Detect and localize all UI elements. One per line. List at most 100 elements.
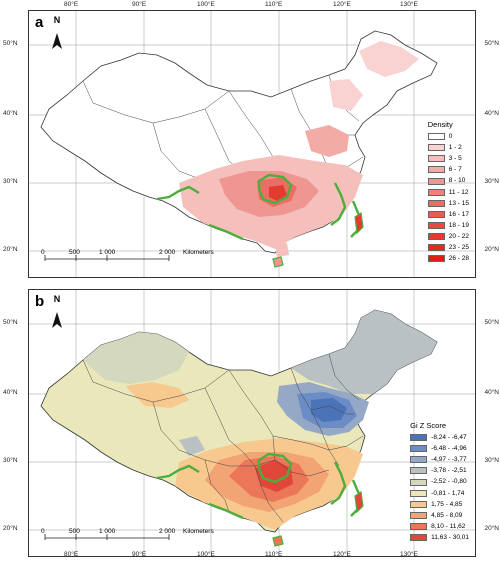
legend-label: 3 - 5 xyxy=(448,155,462,163)
scalebar: 0 500 1 000 2 000 Kilometers xyxy=(41,249,243,269)
lon-label-110e: 110°E xyxy=(265,1,283,8)
panel-letter: a xyxy=(35,14,44,31)
legend-swatch xyxy=(410,511,428,519)
gi-zscore-zones xyxy=(83,310,437,530)
legend-label: 23 - 25 xyxy=(448,244,469,252)
north-label: N xyxy=(53,15,61,25)
scale-tick-0: 0 xyxy=(41,249,45,256)
legend-label: 11,63 - 30,01 xyxy=(431,533,469,541)
scale-tick-0: 0 xyxy=(41,528,45,535)
legend-label: 4,85 - 8,09 xyxy=(431,511,463,519)
legend-label: 8 - 10 xyxy=(448,177,466,185)
lon-label-130e: 130°E xyxy=(400,1,418,8)
legend-swatch xyxy=(427,177,445,185)
legend-label: -3,78 - -2,51 xyxy=(431,467,467,475)
legend-item: -2,52 - -0,80 xyxy=(410,476,469,487)
legend-items: 0 1 - 2 3 - 5 6 - 7 8 - 10 11 - 12 13 - 15 16 -… xyxy=(427,131,469,264)
legend-label: 1,75 - 4,85 xyxy=(431,500,463,508)
lat-label-50n-b: 50°N xyxy=(3,319,18,326)
legend-item: 1,75 - 4,85 xyxy=(410,499,469,510)
north-label: N xyxy=(53,294,61,304)
legend-swatch xyxy=(427,133,445,141)
lat-label-20n: 20°N xyxy=(3,246,18,253)
legend-item: 11,63 - 30,01 xyxy=(410,532,469,543)
legend-swatch xyxy=(410,478,428,486)
legend-item: 23 - 25 xyxy=(427,242,469,253)
legend-swatch xyxy=(427,155,445,163)
legend-item: -8,24 - -6,47 xyxy=(410,432,469,443)
legend-swatch xyxy=(410,445,428,453)
lat-label-20n-b-right: 20°N xyxy=(484,525,499,532)
legend-item: 4,85 - 8,09 xyxy=(410,510,469,521)
legend-swatch xyxy=(427,144,445,152)
hainan-island xyxy=(272,256,284,268)
legend-label: 6 - 7 xyxy=(448,166,462,174)
lat-label-40n-right: 40°N xyxy=(484,110,499,117)
legend-swatch xyxy=(410,522,428,530)
legend-title: Gi Z Score xyxy=(410,421,447,430)
legend-swatch xyxy=(410,456,428,464)
legend-swatch xyxy=(410,434,428,442)
scale-tick-2000: 2 000 xyxy=(159,528,176,535)
lat-label-50n-right: 50°N xyxy=(484,40,499,47)
hainan-island xyxy=(272,535,284,547)
north-arrow-icon xyxy=(52,312,62,328)
lat-label-30n-right: 30°N xyxy=(484,178,499,185)
lon-label-90e-bottom: 90°E xyxy=(132,551,147,558)
legend-item: -0,81 - 1,74 xyxy=(410,488,469,499)
legend-item: 11 - 12 xyxy=(427,187,469,198)
scale-unit: Kilometers xyxy=(183,528,214,535)
legend-label: 8,10 - 11,62 xyxy=(431,522,466,530)
province-boundaries xyxy=(82,353,364,523)
lat-label-40n: 40°N xyxy=(3,110,18,117)
legend-item: -3,78 - -2,51 xyxy=(410,465,469,476)
legend-label: 0 xyxy=(448,133,453,141)
legend-item: 3 - 5 xyxy=(427,153,469,164)
density-map xyxy=(29,11,475,277)
lon-label-110e-bottom: 110°E xyxy=(265,551,283,558)
legend-title: Density xyxy=(427,120,453,129)
lat-label-40n-b: 40°N xyxy=(3,389,18,396)
taiwan-island xyxy=(354,490,364,514)
lon-label-130e-bottom: 130°E xyxy=(400,551,418,558)
gi-zscore-legend: Gi Z Score -8,24 - -6,47 -6,48 - -4,96 -4,… xyxy=(410,420,469,543)
lat-label-50n: 50°N xyxy=(3,40,18,47)
legend-item: 6 - 7 xyxy=(427,164,469,175)
legend-label: 16 - 17 xyxy=(448,210,469,218)
scalebar-graphic xyxy=(44,534,170,540)
legend-label: -4,97 - -3,77 xyxy=(431,456,467,464)
panel-letter: b xyxy=(35,293,45,310)
legend-swatch xyxy=(427,232,445,240)
legend-item: 0 xyxy=(427,131,469,142)
legend-item: 26 - 28 xyxy=(427,253,469,264)
legend-swatch xyxy=(427,199,445,207)
scalebar: 0 500 1 000 2 000 Kilometers xyxy=(41,528,243,548)
scale-tick-500: 500 xyxy=(69,528,80,535)
lon-label-120e: 120°E xyxy=(333,1,351,8)
lat-label-30n: 30°N xyxy=(3,178,18,185)
legend-swatch xyxy=(427,188,445,196)
legend-label: 1 - 2 xyxy=(448,144,462,152)
hotspot-map xyxy=(29,290,475,556)
legend-item: 18 - 19 xyxy=(427,220,469,231)
scale-unit: Kilometers xyxy=(183,249,214,256)
lon-label-100e: 100°E xyxy=(197,1,215,8)
legend-item: -4,97 - -3,77 xyxy=(410,454,469,465)
legend-item: 8 - 10 xyxy=(427,175,469,186)
legend-item: 13 - 15 xyxy=(427,198,469,209)
lon-label-100e-bottom: 100°E xyxy=(197,551,215,558)
legend-item: -6,48 - -4,96 xyxy=(410,443,469,454)
lat-label-30n-b: 30°N xyxy=(3,457,18,464)
legend-swatch xyxy=(410,533,428,541)
legend-item: 8,10 - 11,62 xyxy=(410,521,469,532)
legend-swatch xyxy=(427,244,445,252)
density-legend: Density 0 1 - 2 3 - 5 6 - 7 8 - 10 11 - 12 13 … xyxy=(427,119,469,264)
lat-label-40n-b-right: 40°N xyxy=(484,389,499,396)
legend-swatch xyxy=(427,221,445,229)
legend-label: -6,48 - -4,96 xyxy=(431,445,467,453)
taiwan-island xyxy=(354,211,364,235)
lat-label-50n-b-right: 50°N xyxy=(484,319,499,326)
legend-label: 13 - 15 xyxy=(448,199,469,207)
legend-label: -0,81 - 1,74 xyxy=(431,489,465,497)
legend-swatch xyxy=(427,255,445,263)
